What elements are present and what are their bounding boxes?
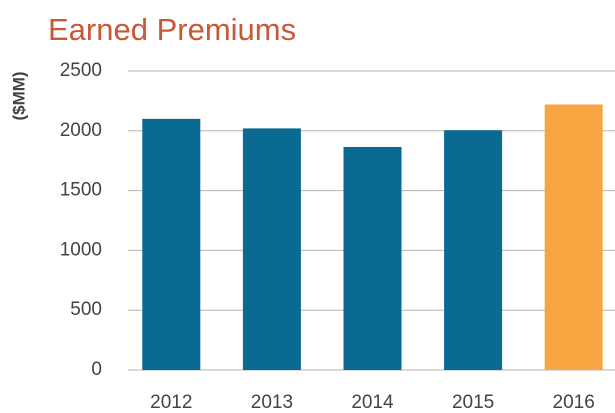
x-tick-label: 2014 xyxy=(351,392,394,413)
y-tick-label: 1000 xyxy=(60,239,102,260)
x-tick-label: 2016 xyxy=(553,392,595,413)
y-axis-label: ($MM) xyxy=(9,71,28,120)
bar xyxy=(142,118,201,370)
x-tick-label: 2012 xyxy=(150,392,192,413)
bar xyxy=(544,104,603,370)
y-tick-label: 500 xyxy=(70,299,102,320)
bar xyxy=(343,146,402,370)
y-tick-label: 0 xyxy=(91,359,102,380)
y-tick-label: 2500 xyxy=(60,60,102,81)
y-tick-label: 2000 xyxy=(60,120,102,141)
bar xyxy=(444,130,503,370)
y-tick-label: 1500 xyxy=(60,180,102,201)
chart-title: Earned Premiums xyxy=(48,12,296,47)
bar xyxy=(242,128,301,370)
x-tick-label: 2013 xyxy=(251,392,293,413)
x-tick-label: 2015 xyxy=(452,392,494,413)
